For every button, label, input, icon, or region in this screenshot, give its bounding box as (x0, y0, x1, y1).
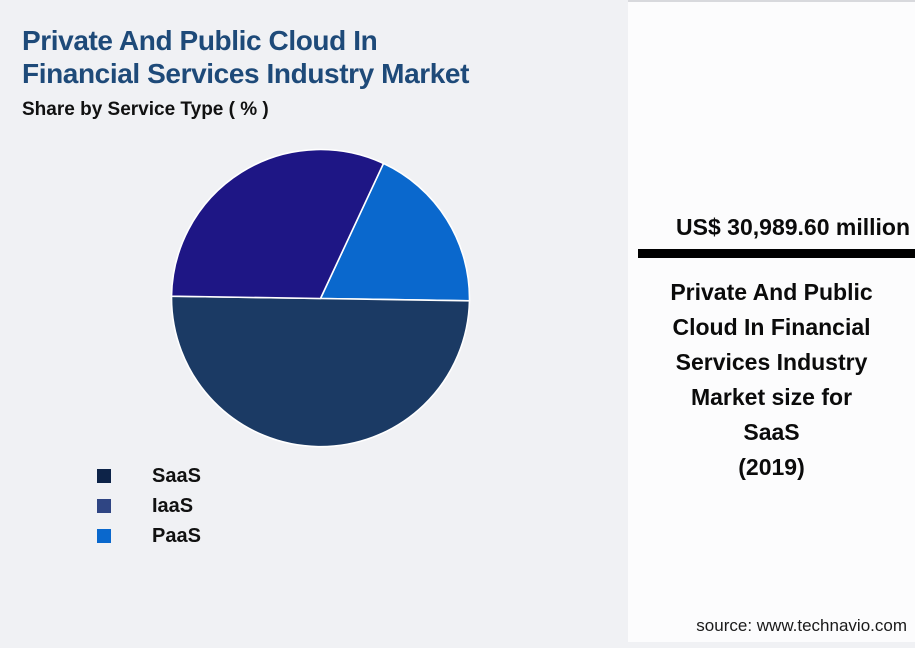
pie-chart (170, 148, 471, 448)
legend: SaaS IaaS PaaS (97, 461, 201, 551)
legend-item-paas: PaaS (97, 521, 201, 551)
divider-bar (638, 249, 915, 258)
pie-slice-paas (319, 162, 471, 302)
legend-item-saas: SaaS (97, 461, 201, 491)
market-size-description: Private And Public Cloud In Financial Se… (670, 279, 873, 480)
chart-title: Private And Public Cloud In Financial Se… (22, 25, 470, 89)
highlight-panel: US$ 30,989.60 million Private And Public… (628, 0, 915, 642)
pie-slice-iaas (170, 148, 385, 300)
source-attribution: source: www.technavio.com (696, 616, 907, 635)
chart-subtitle: Share by Service Type ( % ) (22, 99, 269, 120)
legend-swatch-iaas (97, 499, 111, 513)
legend-label-iaas: IaaS (152, 494, 194, 517)
legend-label-paas: PaaS (152, 524, 201, 547)
legend-swatch-paas (97, 529, 111, 543)
legend-label-saas: SaaS (152, 464, 201, 487)
legend-swatch-saas (97, 469, 111, 483)
legend-item-iaas: IaaS (97, 491, 201, 521)
pie-slice-saas (170, 295, 471, 448)
market-size-value: US$ 30,989.60 million (676, 214, 910, 240)
chart-panel: Private And Public Cloud In Financial Se… (22, 25, 471, 551)
